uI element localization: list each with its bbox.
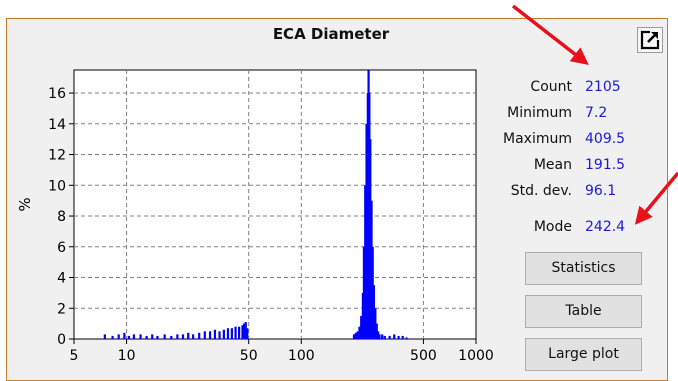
popout-button[interactable] <box>637 27 663 53</box>
y-tick-label: 6 <box>57 240 66 256</box>
large-plot-button[interactable]: Large plot <box>525 338 642 371</box>
count-value: 2105 <box>585 79 621 95</box>
histogram-bar <box>365 123 368 339</box>
y-axis-label: % <box>16 197 34 211</box>
y-tick-label: 2 <box>57 301 66 317</box>
histogram-bar <box>170 335 173 339</box>
histogram-bar <box>244 322 247 339</box>
histogram-bar <box>374 308 377 339</box>
histogram-bar <box>393 334 396 339</box>
histogram-bar <box>163 334 166 339</box>
histogram-bar <box>378 334 381 339</box>
histogram-bar <box>156 335 159 339</box>
histogram-bar <box>372 285 375 339</box>
histogram-bar <box>208 331 212 339</box>
histogram-bar <box>362 246 366 339</box>
histogram-bar <box>371 246 374 339</box>
count-label: Count <box>530 79 572 95</box>
x-tick-label: 50 <box>240 348 258 364</box>
histogram-bar <box>111 335 114 339</box>
minimum-label: Minimum <box>507 105 572 121</box>
maximum-value: 409.5 <box>585 131 626 147</box>
minimum-value: 7.2 <box>585 105 608 121</box>
histogram-bar <box>383 335 386 339</box>
histogram-bar <box>181 334 185 339</box>
histogram-bar <box>360 315 363 339</box>
std-dev-label: Std. dev. <box>510 183 572 199</box>
histogram-bar <box>352 334 356 339</box>
histogram-bar <box>218 331 221 339</box>
histogram-bar <box>364 185 367 339</box>
mean-value: 191.5 <box>585 157 626 173</box>
y-tick-label: 4 <box>57 271 66 287</box>
histogram-bar <box>381 334 384 339</box>
y-tick-label: 14 <box>48 117 66 133</box>
histogram-bar <box>213 329 217 339</box>
histogram-bar <box>234 326 237 339</box>
histogram-bar <box>230 328 233 339</box>
histogram-bar <box>388 335 391 339</box>
histogram-bar <box>241 325 244 339</box>
x-tick-label: 1000 <box>458 348 494 364</box>
x-tick-label: 10 <box>118 348 136 364</box>
y-tick-label: 8 <box>57 209 66 225</box>
statistics-button[interactable]: Statistics <box>525 252 642 285</box>
histogram-bar <box>370 200 373 339</box>
histogram-bar <box>187 332 190 339</box>
histogram-bar <box>354 332 357 339</box>
mean-label: Mean <box>533 157 572 173</box>
histogram-bar <box>222 329 225 339</box>
annotation-arrow-mode <box>634 171 678 225</box>
std-dev-value: 96.1 <box>585 183 617 199</box>
histogram-bar <box>117 334 120 339</box>
histogram-bar <box>127 335 131 339</box>
mode-label: Mode <box>533 219 572 235</box>
histogram-bar <box>246 328 249 339</box>
y-tick-label: 12 <box>48 148 66 164</box>
annotation-arrow-count <box>511 4 589 66</box>
histogram-bar <box>369 139 372 339</box>
mode-value: 242.4 <box>585 219 626 235</box>
histogram-bar <box>132 334 136 339</box>
histogram-bar <box>203 331 206 339</box>
y-tick-label: 0 <box>57 332 66 348</box>
table-button[interactable]: Table <box>525 295 642 328</box>
histogram-bar <box>176 334 179 339</box>
x-tick-label: 5 <box>70 348 79 364</box>
panel-title: ECA Diameter <box>272 25 390 43</box>
histogram-bar <box>356 331 359 339</box>
histogram-bar <box>401 335 404 339</box>
histogram-bar <box>375 323 378 339</box>
x-tick-label: 100 <box>288 348 315 364</box>
histogram-bar <box>243 323 246 339</box>
histogram-bar <box>145 335 148 339</box>
histogram-bar <box>405 337 408 339</box>
histogram-bar <box>139 334 142 339</box>
histogram-bar <box>192 334 195 339</box>
histogram-bar <box>103 334 106 339</box>
histogram-bar <box>238 326 241 339</box>
histogram-bar <box>377 331 380 339</box>
y-tick-label: 10 <box>48 178 66 194</box>
popout-icon <box>640 30 660 50</box>
histogram-bar <box>226 328 230 339</box>
y-tick-label: 16 <box>48 86 66 102</box>
histogram-bar <box>151 334 154 339</box>
maximum-label: Maximum <box>503 131 572 147</box>
histogram-bar <box>123 332 126 339</box>
histogram-bar <box>358 326 361 339</box>
x-tick-label: 500 <box>410 348 437 364</box>
plot-area <box>73 69 477 340</box>
histogram-bar <box>198 332 201 339</box>
histogram-bar <box>397 335 400 339</box>
